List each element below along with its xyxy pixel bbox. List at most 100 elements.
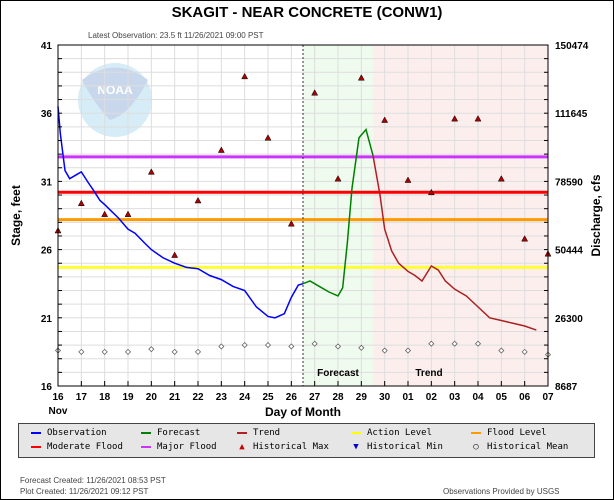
historical-max-marker — [334, 175, 342, 182]
historical-mean-marker — [78, 348, 85, 355]
historical-mean-marker — [474, 340, 482, 347]
historical-mean-marker — [428, 340, 435, 347]
legend-item-moderate-flood: Moderate Flood — [31, 442, 123, 452]
x-tick-label: 02 — [426, 392, 438, 403]
historical-max-marker — [311, 89, 319, 96]
legend-label: Major Flood — [157, 442, 217, 452]
chart-legend: Observation Forecast Trend Action Level Floo… — [18, 423, 595, 458]
historical-mean-marker — [521, 348, 528, 355]
historical-max-marker — [217, 146, 225, 153]
y2-tick-label: 26300 — [555, 314, 583, 325]
historical-mean-marker — [124, 348, 132, 355]
x-tick-label: 18 — [99, 392, 111, 403]
trend-line — [372, 155, 537, 331]
historical-max-marker — [497, 175, 505, 182]
x-tick-label: 20 — [146, 392, 158, 403]
legend-label: Observation — [47, 428, 107, 438]
x-tick-label: 30 — [379, 392, 391, 403]
x-tick-label: 19 — [122, 392, 134, 403]
legend-item-observation: Observation — [31, 428, 107, 438]
legend-line-icon — [31, 446, 41, 448]
forecast-region-label: Forecast — [317, 368, 359, 379]
historical-mean-marker — [311, 340, 318, 347]
noaa-logo-text: NOAA — [97, 83, 133, 97]
y2-tick-label: 50444 — [555, 246, 583, 257]
historical-max-marker — [101, 210, 109, 217]
historical-mean-marker — [148, 346, 155, 353]
x-tick-label: 23 — [216, 392, 228, 403]
historical-mean-marker — [171, 348, 178, 355]
legend-label: Trend — [253, 428, 281, 438]
legend-label: Moderate Flood — [47, 442, 123, 452]
historical-max-marker — [287, 220, 295, 227]
triangle-down-icon: ▼ — [353, 442, 359, 452]
latest-observation: Latest Observation: 23.5 ft 11/26/2021 0… — [88, 31, 264, 40]
legend-item-forecast: Forecast — [141, 428, 200, 438]
triangle-up-icon: ▲ — [239, 442, 245, 452]
historical-mean-marker — [404, 347, 412, 354]
historical-max-marker — [147, 168, 155, 175]
legend-line-icon — [471, 432, 481, 434]
plot-created: Plot Created: 11/26/2021 09:12 PST — [20, 487, 149, 496]
historical-mean-marker — [241, 342, 248, 349]
x-tick-label: 05 — [496, 392, 508, 403]
noaa-logo-top — [82, 67, 148, 120]
forecast-created: Forecast Created: 11/26/2021 08:53 PST — [20, 476, 166, 485]
historical-max-marker — [381, 116, 389, 123]
x-tick-label: 04 — [472, 392, 484, 403]
y-tick-label: 21 — [41, 314, 53, 325]
y-tick-label: 16 — [41, 382, 53, 393]
x-tick-label: 03 — [449, 392, 461, 403]
historical-max-marker — [427, 188, 435, 196]
x-tick-label: 22 — [192, 392, 204, 403]
y2-tick-label: 78590 — [555, 177, 583, 188]
historical-mean-marker — [218, 343, 225, 350]
circle-icon: ○ — [473, 442, 479, 452]
chart-title: SKAGIT - NEAR CONCRETE (CONW1) — [171, 4, 443, 21]
x-month-label: Nov — [49, 406, 68, 417]
trend-region — [373, 45, 548, 386]
x-tick-label: 17 — [76, 392, 88, 403]
observations-provider: Observations Provided by USGS — [443, 487, 560, 496]
x-tick-label: 29 — [356, 392, 368, 403]
historical-mean-marker — [334, 343, 342, 350]
legend-label: Historical Mean — [487, 442, 569, 452]
y-tick-label: 36 — [41, 109, 53, 120]
forecast-line — [302, 128, 374, 297]
y-tick-label: 26 — [41, 246, 53, 257]
x-tick-label: 16 — [52, 392, 64, 403]
hydrograph-chart: NOAA 16 17 18 19 20 21 22 23 24 25 26 27 28 29 30 01 02 03… — [9, 41, 603, 419]
historical-max-marker — [404, 176, 412, 183]
historical-max-marker — [124, 210, 132, 217]
legend-line-icon — [141, 446, 151, 448]
legend-line-icon — [237, 432, 247, 434]
y2-axis-title: Discharge, cfs — [589, 174, 603, 256]
legend-label: Historical Max — [253, 442, 329, 452]
x-tick-label: 06 — [519, 392, 531, 403]
x-axis-title: Day of Month — [265, 405, 341, 419]
legend-item-historical-min: ▼ Historical Min — [351, 442, 443, 452]
legend-line-icon — [141, 432, 151, 434]
y2-tick-label: 150474 — [555, 41, 589, 52]
x-tick-label: 25 — [262, 392, 274, 403]
historical-mean-marker — [101, 348, 108, 355]
legend-item-major-flood: Major Flood — [141, 442, 217, 452]
y2-tick-label: 8687 — [555, 382, 578, 393]
x-tick-label: 27 — [309, 392, 321, 403]
legend-item-historical-mean: ○ Historical Mean — [471, 442, 568, 452]
legend-item-flood-level: Flood Level — [471, 428, 547, 438]
legend-item-trend: Trend — [237, 428, 280, 438]
historical-mean-marker — [194, 348, 202, 355]
x-tick-label: 07 — [542, 392, 554, 403]
historical-mean-marker — [381, 347, 388, 354]
y-tick-label: 41 — [41, 41, 53, 52]
y-axis-title: Stage, feet — [9, 185, 23, 246]
legend-label: Flood Level — [487, 428, 547, 438]
legend-item-historical-max: ▲ Historical Max — [237, 442, 329, 452]
legend-label: Forecast — [157, 428, 201, 438]
legend-line-icon — [351, 432, 361, 434]
trend-region-label: Trend — [415, 368, 442, 379]
historical-mean-marker — [288, 343, 295, 350]
historical-max-marker — [241, 72, 249, 80]
historical-mean-marker — [264, 342, 272, 349]
